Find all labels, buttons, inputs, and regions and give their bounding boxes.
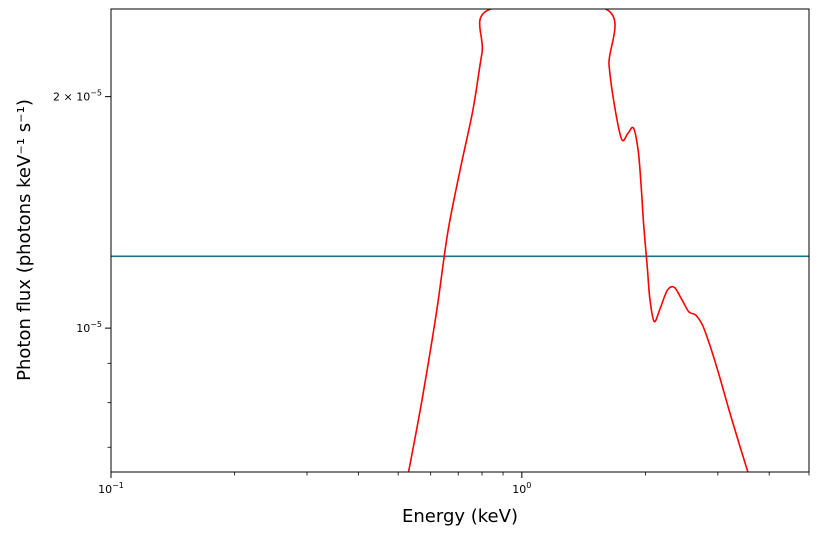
x-tick-label-1: 100 — [512, 481, 531, 496]
y-tick-label-1: 2 × 10−5 — [53, 89, 102, 104]
plot-frame — [110, 8, 810, 473]
series-line-1 — [407, 9, 749, 472]
y-axis-label: Photon flux (photons keV⁻¹ s⁻¹) — [14, 99, 35, 381]
x-axis-label: Energy (keV) — [402, 506, 518, 527]
x-tick-label-0: 10−1 — [98, 481, 124, 496]
y-tick-label-0: 10−5 — [76, 320, 102, 335]
